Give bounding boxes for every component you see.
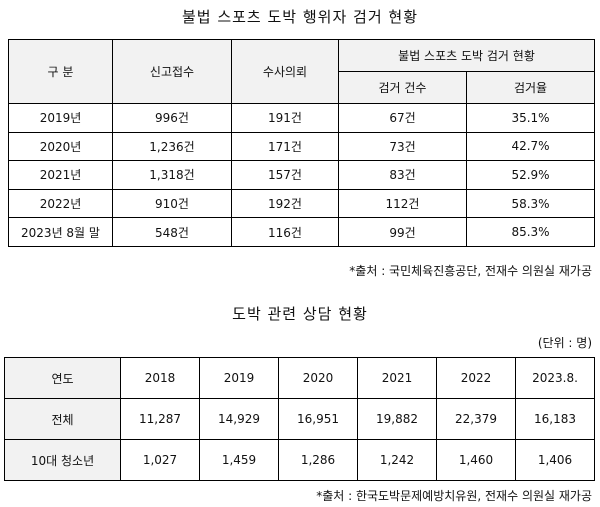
table-cell: 1,027 — [120, 439, 200, 481]
cell-arrests: 83건 — [338, 160, 467, 190]
table-row: 2021년 1,318건 157건 83건 52.9% — [8, 160, 596, 190]
header-year: 2020 — [278, 357, 358, 399]
header-year: 2022 — [436, 357, 516, 399]
cell-reports: 996건 — [112, 103, 232, 133]
cell-investigation: 157건 — [231, 160, 339, 190]
cell-investigation: 171건 — [231, 131, 339, 162]
cell-year: 2020년 — [8, 131, 113, 162]
table-cell: 1,460 — [436, 439, 516, 481]
cell-investigation: 192건 — [231, 188, 339, 219]
table-cell: 11,287 — [120, 398, 200, 440]
cell-rate: 35.1% — [465, 103, 596, 133]
cell-arrests: 67건 — [338, 103, 467, 133]
cell-arrests: 73건 — [338, 131, 467, 162]
table-cell: 16,183 — [515, 398, 595, 440]
header-investigation: 수사의뢰 — [231, 39, 339, 104]
cell-rate: 58.3% — [465, 188, 596, 219]
cell-rate: 52.9% — [465, 160, 596, 190]
cell-year: 2019년 — [8, 103, 113, 133]
cell-investigation: 191건 — [231, 103, 339, 133]
cell-arrests: 99건 — [338, 217, 467, 247]
row-label: 10대 청소년 — [4, 439, 121, 481]
table-row: 2019년 996건 191건 67건 35.1% — [8, 103, 596, 133]
table-cell: 16,951 — [278, 398, 358, 440]
cell-reports: 548건 — [112, 217, 232, 247]
table-cell: 14,929 — [199, 398, 279, 440]
table-cell: 1,406 — [515, 439, 595, 481]
cell-arrests: 112건 — [338, 188, 467, 219]
cell-reports: 1,236건 — [112, 131, 232, 162]
header-year: 2019 — [199, 357, 279, 399]
table-row: 2023년 8월 말 548건 116건 99건 85.3% — [8, 217, 596, 247]
table1-title: 불법 스포츠 도박 행위자 검거 현황 — [181, 8, 419, 26]
cell-reports: 910건 — [112, 188, 232, 219]
table-header-row: 연도 2018 2019 2020 2021 2022 2023.8. — [4, 357, 595, 399]
table-row: 2020년 1,236건 171건 73건 42.7% — [8, 131, 596, 162]
cell-year: 2023년 8월 말 — [8, 217, 113, 247]
header-year: 2021 — [357, 357, 437, 399]
cell-investigation: 116건 — [231, 217, 339, 247]
table-row: 2022년 910건 192건 112건 58.3% — [8, 188, 596, 219]
header-year: 2018 — [120, 357, 200, 399]
header-arrest-group: 불법 스포츠 도박 검거 현황 — [337, 39, 596, 72]
header-arrests: 검거 건수 — [338, 71, 467, 104]
row-label: 전체 — [4, 398, 121, 440]
header-year: 2023.8. — [515, 357, 595, 399]
cell-year: 2022년 — [8, 188, 113, 219]
header-rate: 검거율 — [465, 71, 596, 104]
table-cell: 22,379 — [436, 398, 516, 440]
gambling-counseling-table: 연도 2018 2019 2020 2021 2022 2023.8. 전체 1… — [4, 357, 595, 481]
table-cell: 19,882 — [357, 398, 437, 440]
table1-source-note: *출처 : 국민체육진흥공단, 전재수 의원실 재가공 — [349, 264, 592, 278]
table2-source-note: *출처 : 한국도박문제예방치유원, 전재수 의원실 재가공 — [316, 489, 592, 503]
table-cell: 1,242 — [357, 439, 437, 481]
cell-reports: 1,318건 — [112, 160, 232, 190]
header-reports: 신고접수 — [112, 39, 232, 104]
table2-title: 도박 관련 상담 현황 — [232, 305, 368, 323]
table-row: 전체 11,287 14,929 16,951 19,882 22,379 16… — [4, 398, 595, 440]
table-cell: 1,459 — [199, 439, 279, 481]
gambling-arrest-table: 구 분 신고접수 수사의뢰 불법 스포츠 도박 검거 현황 검거 건수 검거율 … — [8, 39, 596, 247]
header-category: 구 분 — [8, 39, 113, 104]
table-cell: 1,286 — [278, 439, 358, 481]
header-year-label: 연도 — [4, 357, 121, 399]
table2-unit-note: (단위 : 명) — [537, 336, 592, 350]
cell-rate: 85.3% — [465, 217, 596, 247]
cell-year: 2021년 — [8, 160, 113, 190]
table-row: 10대 청소년 1,027 1,459 1,286 1,242 1,460 1,… — [4, 439, 595, 481]
cell-rate: 42.7% — [465, 131, 596, 162]
